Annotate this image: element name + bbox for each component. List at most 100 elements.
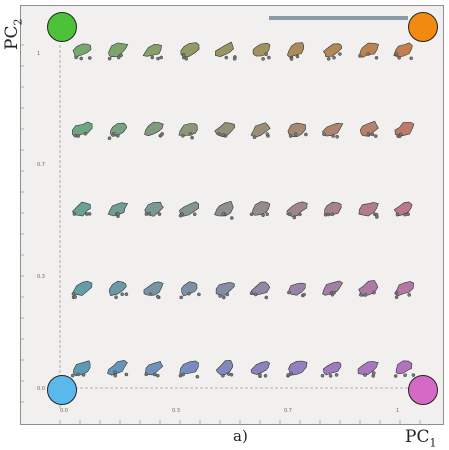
shape-blob <box>322 280 344 296</box>
shape-dot <box>320 373 325 378</box>
shape-dot <box>113 370 117 375</box>
shape-dot <box>190 135 194 140</box>
shape-dot <box>411 373 416 377</box>
shape-dot <box>394 295 399 300</box>
shape-dot <box>394 290 399 295</box>
shape-dot <box>114 295 118 300</box>
shape-dot <box>221 212 225 216</box>
shape-dot <box>221 295 226 300</box>
shape-dot <box>178 213 183 218</box>
shape-dot <box>181 133 185 138</box>
shape-dot <box>187 291 191 296</box>
shape-dot <box>397 56 401 60</box>
shape-blob <box>179 201 199 217</box>
shape-blob <box>287 122 306 137</box>
shape-dot <box>229 216 234 220</box>
shape-dot <box>326 57 331 61</box>
shape-dot <box>292 215 297 220</box>
shape-dot <box>107 56 112 61</box>
x-tick-label: 0.7 <box>284 408 292 414</box>
shape-dot <box>373 134 378 138</box>
shape-dot <box>116 55 121 60</box>
shape-blob <box>108 42 129 58</box>
shape-dot <box>79 56 83 61</box>
shape-dot <box>181 52 186 57</box>
shape-dot <box>331 134 335 138</box>
shape-dot <box>363 293 368 297</box>
shape-dot <box>225 292 230 297</box>
shape-dot <box>195 374 200 379</box>
shape-dot <box>159 55 163 60</box>
shape-dot <box>395 212 400 217</box>
shape-dot <box>253 292 258 297</box>
shape-dot <box>287 212 292 217</box>
shape-blob <box>357 361 379 375</box>
shape-blob <box>108 280 127 296</box>
shape-dot <box>112 131 116 136</box>
shape-dot <box>264 52 268 57</box>
shape-dot <box>144 212 149 216</box>
shape-dot <box>358 292 363 297</box>
shape-blob <box>214 41 234 58</box>
shape-blob <box>181 281 198 297</box>
shape-dot <box>330 292 335 297</box>
shape-dot <box>155 373 160 378</box>
shape-dot <box>289 371 294 376</box>
corner-marker-top-left <box>47 12 77 42</box>
y-tick-label: 0.3 <box>37 274 45 280</box>
shape-blob <box>359 120 379 137</box>
shape-dot <box>406 212 410 216</box>
shape-blob <box>395 360 413 375</box>
y-tick-label: 0.7 <box>37 162 45 168</box>
shape-dot <box>160 132 164 136</box>
shape-dot <box>338 52 342 56</box>
shape-blob <box>142 44 162 57</box>
shape-dot <box>179 295 183 300</box>
shape-dot <box>267 55 271 60</box>
bottom-tick-marks <box>59 420 421 424</box>
shape-dot <box>120 292 124 297</box>
shape-dot <box>221 133 226 137</box>
shape-dot <box>322 132 326 137</box>
corner-marker-bottom-right <box>408 375 438 405</box>
shape-blob <box>145 361 164 376</box>
x-tick-label: 1 <box>396 408 400 414</box>
shape-dot <box>261 57 265 61</box>
shape-blob <box>215 282 235 296</box>
shape-blob <box>72 360 91 377</box>
shape-dot <box>192 212 197 216</box>
shape-dot <box>113 373 118 378</box>
shape-dot <box>88 56 92 60</box>
shape-dot <box>252 135 257 139</box>
shape-dot <box>76 134 80 138</box>
shape-blob <box>287 42 305 58</box>
shape-dot <box>150 55 155 60</box>
shape-blob <box>214 200 234 217</box>
shape-dot <box>326 212 331 217</box>
shapes-layer <box>70 41 416 379</box>
shape-dot <box>265 132 270 136</box>
figure-caption: a) <box>233 427 248 445</box>
shape-dot <box>229 372 234 377</box>
shape-dot <box>81 373 86 377</box>
shape-dot <box>74 55 78 60</box>
shape-dot <box>330 212 335 217</box>
shape-dot <box>76 372 80 377</box>
shape-dot <box>197 292 201 297</box>
shape-blob <box>286 201 308 217</box>
x-tick-label: 0.3 <box>172 408 180 414</box>
shape-blob <box>143 281 164 296</box>
shape-dot <box>287 290 291 295</box>
shape-dot <box>188 132 193 136</box>
shape-dot <box>374 212 379 217</box>
shape-dot <box>124 372 129 377</box>
shape-blob <box>250 122 271 138</box>
shape-dot <box>289 57 294 61</box>
shape-dot <box>155 294 160 299</box>
shape-blob <box>107 202 129 217</box>
shape-dot <box>363 373 367 377</box>
shape-dot <box>265 212 270 216</box>
shape-blob <box>358 202 379 217</box>
shape-dot <box>394 52 399 57</box>
shape-dot <box>286 373 291 377</box>
